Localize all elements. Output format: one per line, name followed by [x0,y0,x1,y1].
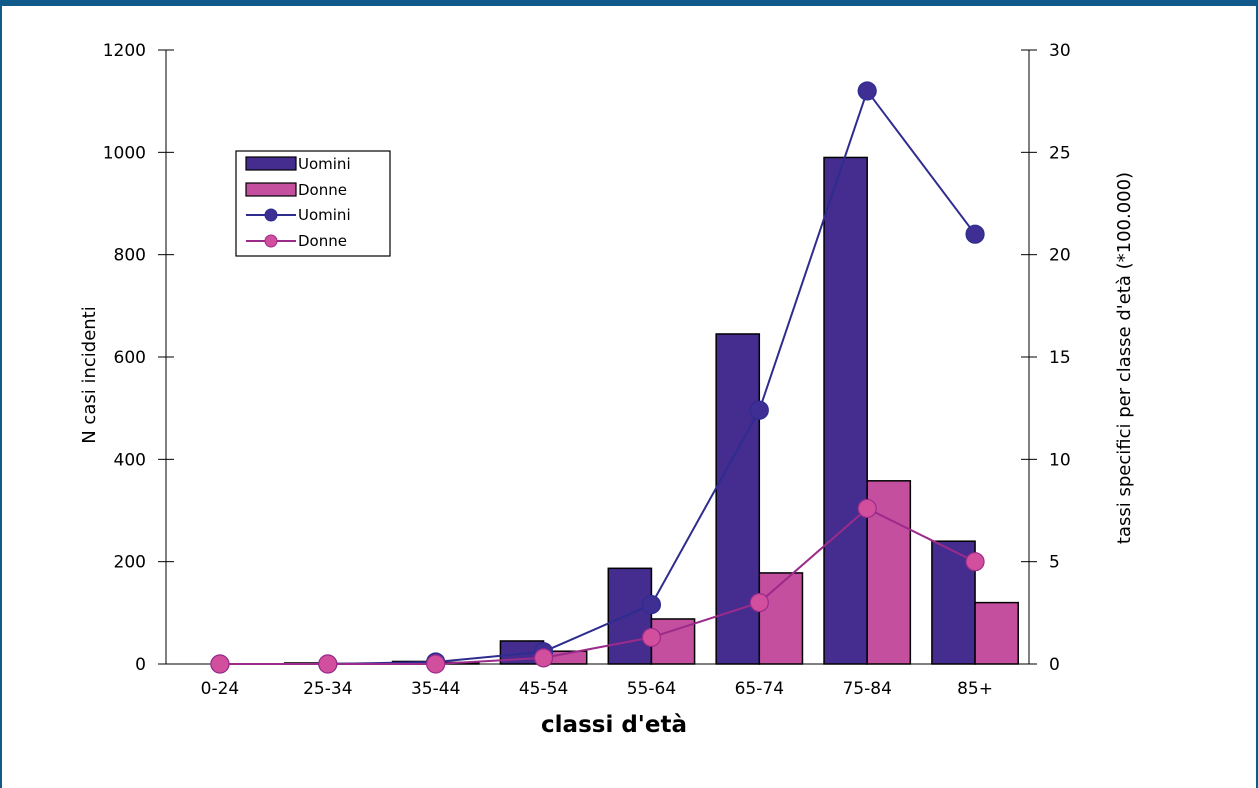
point-donne [749,592,769,613]
y-left-tick-label: 1000 [103,143,146,163]
y-left-tick-label: 200 [114,553,146,573]
y-right-tick-label: 5 [1049,553,1060,573]
y-axis-left-title: N casi incidenti [79,306,100,444]
x-tick-label: 25-34 [303,679,352,699]
x-tick-label: 85+ [957,679,993,699]
x-axis-title: classi d'età [541,712,687,738]
top-bar [0,0,1258,6]
x-tick-label: 35-44 [411,679,460,699]
legend-marker-line-donne [264,234,278,248]
y-left-tick-label: 600 [114,348,146,368]
legend-label-bar-donne: Donne [298,181,347,199]
legend-marker-line-uomini [264,208,278,222]
point-donne [426,654,446,674]
x-tick-label: 0-24 [201,679,240,699]
y-axis-right-title: tassi specifici per classe d'età (*100.0… [1114,172,1135,544]
point-donne [965,552,985,572]
y-right-tick-label: 10 [1049,450,1071,470]
point-donne [533,648,554,668]
bar-uomini [823,156,868,665]
line-donne [219,507,976,665]
legend-label-bar-uomini: Uomini [298,155,351,173]
point-donne [210,654,230,674]
point-donne [318,654,338,674]
y-left-tick-label: 400 [114,450,146,470]
y-left-tick-label: 1200 [103,41,146,61]
point-donne [857,498,877,519]
x-tick-label: 45-54 [519,679,568,699]
right-border [1256,0,1258,788]
point-donne [641,627,662,647]
point-uomini [857,81,877,101]
left-border [0,0,2,788]
bars [283,156,1019,665]
y-right-tick-label: 15 [1049,348,1071,368]
legend-label-line-uomini: Uomini [298,206,351,224]
lines [210,81,985,674]
point-uomini [749,400,769,420]
tick-labels: 0 200 400 600 800 1000 1200 0 5 10 15 20 25 30 0-24 25-… [103,41,1071,699]
y-left-tick-label: 800 [114,246,146,266]
legend: Uomini Donne Uomini Donne [235,150,391,257]
bar-donne [974,601,1019,665]
point-uomini [641,595,662,615]
x-tick-label: 75-84 [842,679,891,699]
y-right-tick-label: 30 [1049,41,1071,61]
y-right-tick-label: 25 [1049,143,1071,163]
bar-donne [758,572,804,665]
x-tick-label: 55-64 [627,679,676,699]
legend-swatch-bar-uomini [245,156,297,171]
y-right-tick-label: 0 [1049,655,1060,675]
point-uomini [965,224,985,244]
y-right-tick-label: 20 [1049,246,1071,266]
legend-swatch-bar-donne [245,182,297,197]
x-tick-label: 65-74 [735,679,784,699]
bar-uomini [607,567,653,665]
y-left-tick-label: 0 [135,655,146,675]
legend-label-line-donne: Donne [298,232,347,250]
